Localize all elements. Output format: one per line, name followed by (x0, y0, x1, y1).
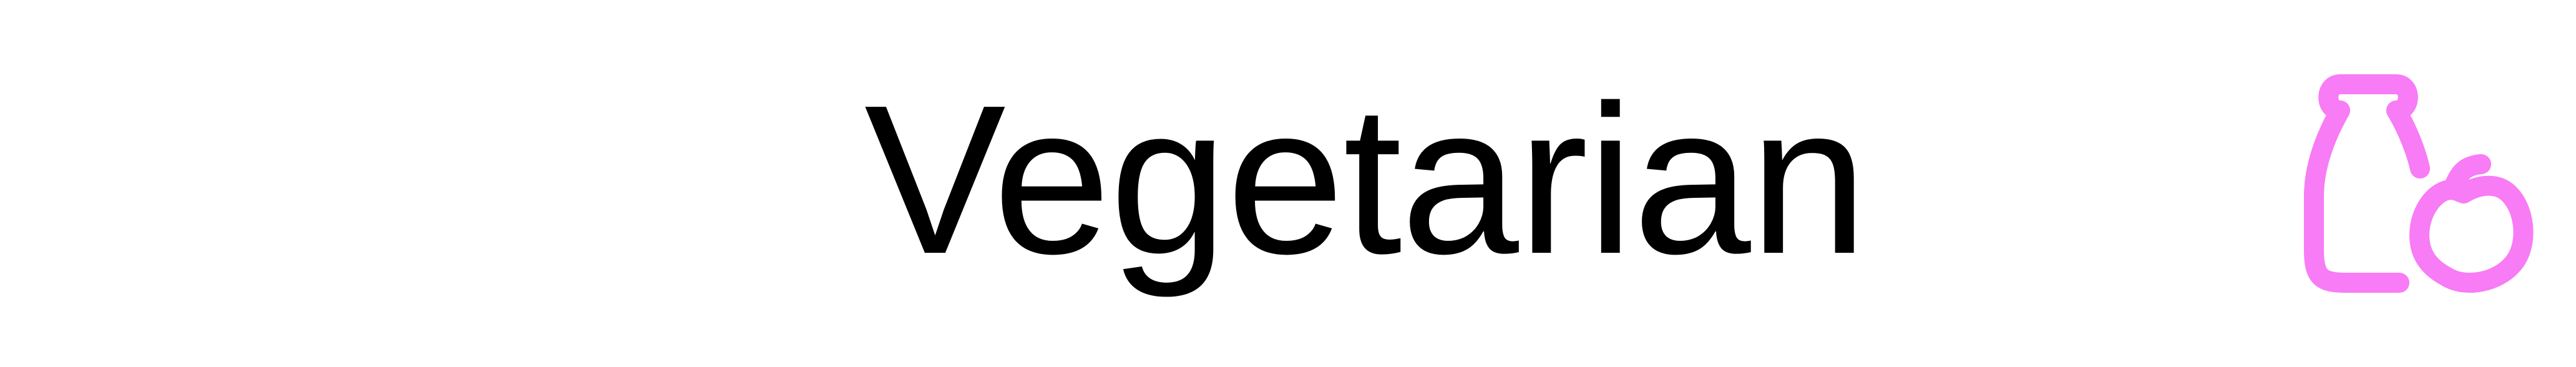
diet-option-label: Vegetarian (864, 61, 1868, 298)
milk-bottle-apple-icon (2304, 74, 2534, 293)
